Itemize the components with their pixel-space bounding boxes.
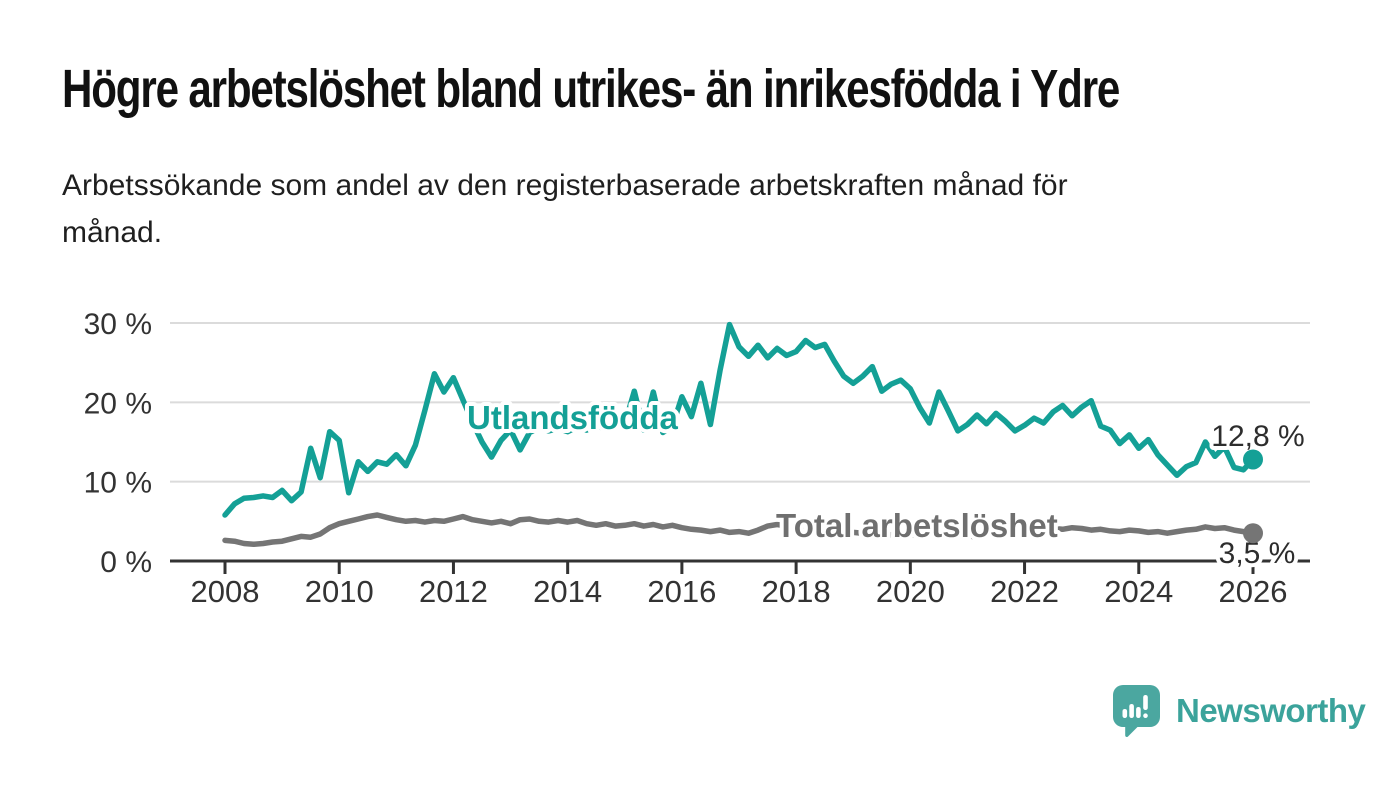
logo-exclamation-dot	[1143, 713, 1148, 718]
series-line-utlandsfodda	[222, 321, 1256, 518]
logo-bar-2	[1129, 704, 1134, 718]
page-subtitle: Arbetssökande som andel av den registerb…	[62, 162, 1068, 256]
y-tick-label: 20 %	[84, 387, 152, 420]
series-line-total	[222, 512, 1256, 548]
x-tick-label: 2018	[762, 574, 831, 609]
end-dot-total	[1243, 523, 1264, 544]
x-tick-label: 2022	[990, 574, 1059, 609]
logo-bar-1	[1122, 709, 1128, 718]
subtitle-line-1: Arbetssökande som andel av den registerb…	[62, 169, 1068, 202]
end-value-label-total: 3,5 %	[1219, 537, 1296, 570]
x-tick-label: 2026	[1219, 574, 1288, 609]
end-dot-utlandsfodda	[1243, 449, 1264, 470]
logo-exclamation-bar	[1143, 695, 1148, 710]
y-tick-label: 0 %	[100, 546, 152, 579]
series-label-utlandsfodda-halo: Utlandsfödda	[467, 399, 678, 436]
y-tick-label: 10 %	[84, 467, 152, 500]
newsworthy-logo: Newsworthy	[1112, 684, 1366, 737]
y-tick-label: 30 %	[84, 308, 152, 341]
subtitle-line-2: månad.	[62, 216, 163, 249]
page-title: Högre arbetslöshet bland utrikes- än inr…	[62, 59, 1120, 119]
x-tick-label: 2014	[533, 574, 602, 609]
series-label-total-halo: Total arbetslöshet	[776, 507, 1058, 544]
series-label-utlandsfodda: Utlandsfödda	[467, 399, 678, 436]
logo-bar-3	[1136, 707, 1141, 718]
x-tick-label: 2016	[647, 574, 716, 609]
series-label-total: Total arbetslöshet	[776, 507, 1058, 544]
x-tick-label: 2024	[1104, 574, 1173, 609]
newsworthy-logo-text: Newsworthy	[1176, 691, 1366, 729]
speech-bubble-bar-chart-icon	[1113, 685, 1160, 737]
x-tick-label: 2020	[876, 574, 945, 609]
x-tick-label: 2008	[191, 574, 260, 609]
x-tick-label: 2010	[305, 574, 374, 609]
end-value-label-utlandsfodda: 12,8 %	[1211, 420, 1304, 453]
x-tick-label: 2012	[419, 574, 488, 609]
end-value-label-utlandsfodda-halo: 12,8 %	[1211, 420, 1304, 453]
